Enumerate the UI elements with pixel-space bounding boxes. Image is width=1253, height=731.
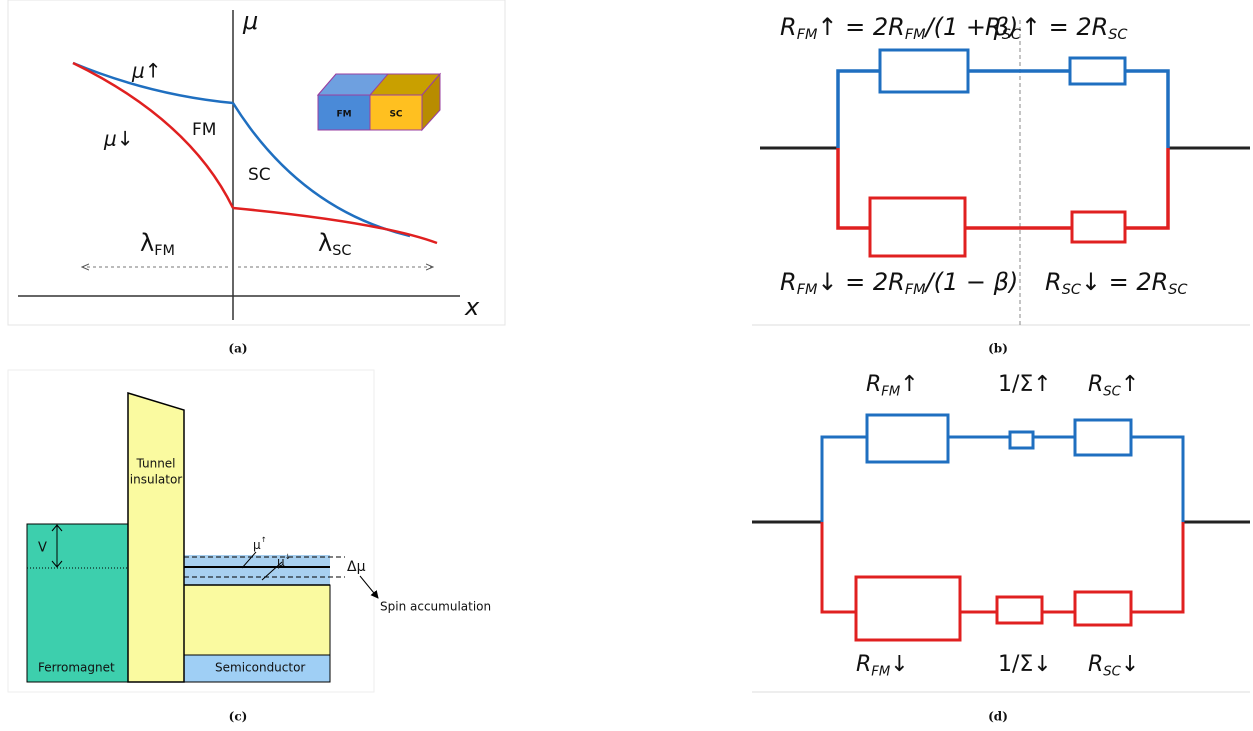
- resistor: [856, 577, 960, 640]
- region-label: Semiconductor: [215, 661, 305, 675]
- region-label: Ferromagnet: [38, 661, 115, 675]
- text-run: 1/Σ↑: [998, 372, 1052, 397]
- text-run: R: [780, 268, 797, 296]
- panel-d: [752, 415, 1250, 692]
- text-run: ↓: [1121, 652, 1139, 677]
- resistor-label: 1/Σ↓: [998, 652, 1052, 677]
- inset-label: FM: [336, 110, 351, 120]
- subscript: FM: [154, 243, 175, 259]
- resistor: [1010, 432, 1033, 448]
- text-run: R: [1088, 372, 1103, 397]
- resistor: [1075, 420, 1131, 455]
- caption: (a): [228, 342, 247, 356]
- region-label: FM: [192, 120, 216, 140]
- subscript: FM: [905, 27, 926, 43]
- subscript: FM: [905, 282, 926, 298]
- text-run: ↑: [1121, 372, 1139, 397]
- level-label: μ↑​: [253, 535, 267, 551]
- resistor: [1075, 592, 1131, 625]
- subscript: FM: [797, 27, 818, 43]
- panel-frame: [8, 0, 505, 325]
- text-run: 1/Σ↓: [998, 652, 1052, 677]
- caption: (c): [229, 710, 248, 724]
- resistor-label: RFM​↑: [866, 372, 919, 400]
- length-label: λSC​: [318, 229, 351, 259]
- subscript: SC: [1168, 282, 1187, 298]
- barrier-label: insulator: [130, 473, 183, 487]
- text-run: ↑ = 2R: [817, 13, 904, 41]
- subscript: SC: [1108, 27, 1127, 43]
- spin-band: [184, 555, 330, 585]
- formula: RFM​↓ = 2RFM​/(1 − β): [780, 268, 1018, 298]
- text-run: R: [780, 13, 797, 41]
- region-label: SC: [248, 165, 271, 185]
- resistor: [867, 415, 948, 462]
- voltage-label: V: [38, 541, 47, 556]
- resistor-label: RFM​↓: [856, 652, 909, 680]
- superscript: ↑: [261, 535, 267, 544]
- resistor-label: RSC​↓: [1088, 652, 1139, 680]
- text-run: ↓: [890, 652, 908, 677]
- subscript: SC: [332, 243, 351, 259]
- subscript: SC: [1103, 385, 1121, 400]
- resistor: [880, 50, 968, 92]
- resistor-label: 1/Σ↑: [998, 372, 1052, 397]
- barrier-label: Tunnel: [135, 457, 175, 471]
- level-label: Δμ: [347, 559, 366, 575]
- annotation: Spin accumulation: [380, 600, 491, 614]
- panel-a: [8, 0, 505, 325]
- subscript: SC: [1062, 282, 1081, 298]
- panel-c: [8, 370, 378, 692]
- text-run: λ: [140, 229, 154, 257]
- sc-band: [184, 585, 330, 655]
- resistor: [997, 597, 1042, 623]
- subscript: FM: [797, 282, 818, 298]
- text-run: /(1 − β): [924, 268, 1019, 296]
- text-run: ↓ = 2R: [1081, 268, 1168, 296]
- leader: [360, 576, 378, 598]
- formula: RSC​↓ = 2RSC​: [1045, 268, 1187, 298]
- resistor: [870, 198, 965, 256]
- curve-label: μ↑: [131, 59, 161, 83]
- text-run: R: [856, 652, 871, 677]
- superscript: ↓: [285, 552, 291, 561]
- text-run: ↑: [900, 372, 918, 397]
- subscript: SC: [1103, 665, 1121, 680]
- text-run: R: [1045, 268, 1062, 296]
- caption: (d): [988, 710, 1008, 724]
- resistor: [1070, 58, 1125, 84]
- text-run: ↓ = 2R: [817, 268, 904, 296]
- text-run: R: [1088, 652, 1103, 677]
- length-label: λFM​: [140, 229, 175, 259]
- figure: μ x μ↑ μ↓ FM SC λFM​ λSC​ FM SC (a) RFM​↑ = 2RFM​/(…: [0, 0, 1253, 731]
- text-run: λ: [318, 229, 332, 257]
- resistor: [1072, 212, 1125, 242]
- tunnel-barrier: [128, 393, 184, 682]
- caption: (b): [988, 342, 1008, 356]
- text-run: R: [866, 372, 881, 397]
- subscript: FM: [871, 665, 891, 680]
- text-run: R: [985, 13, 1002, 41]
- subscript: SC: [1002, 27, 1021, 43]
- axis-label: μ: [242, 7, 258, 35]
- axis-label: x: [464, 293, 480, 321]
- text-run: ↑ = 2R: [1021, 13, 1108, 41]
- mu-down-sc: [233, 208, 437, 243]
- resistor-label: RSC​↑: [1088, 372, 1139, 400]
- inset-label: SC: [389, 110, 402, 120]
- curve-label: μ↓: [103, 127, 133, 151]
- subscript: FM: [881, 385, 901, 400]
- formula: RFM​↑ = 2RFM​/(1 + β): [780, 13, 1018, 43]
